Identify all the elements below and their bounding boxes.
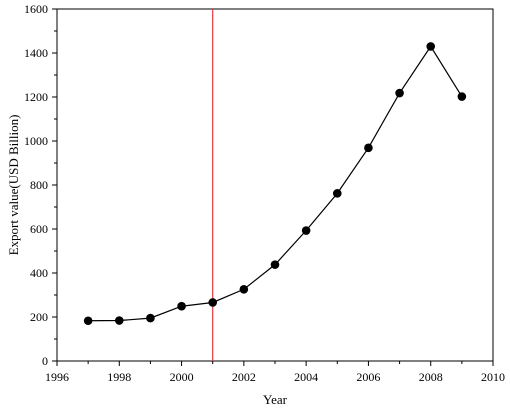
x-axis-ticks: 1996 1998 2000 2002 2004 2006 2008 2010 (45, 361, 505, 384)
y-tick-label: 1400 (24, 46, 48, 60)
data-point (301, 226, 311, 235)
y-tick-label: 1000 (24, 134, 48, 148)
data-point (364, 143, 373, 153)
data-point (270, 260, 280, 269)
x-tick-label: 2004 (294, 370, 318, 384)
x-tick-label: 2002 (232, 370, 256, 384)
y-tick-label: 200 (30, 310, 48, 324)
data-point (208, 298, 218, 307)
plot-frame (56, 8, 494, 362)
data-point (114, 316, 124, 325)
data-point (332, 189, 342, 198)
data-point (239, 284, 249, 294)
y-tick-label: 400 (30, 266, 48, 280)
data-point (146, 313, 155, 323)
x-tick-label: 2008 (419, 370, 443, 384)
series-points (83, 42, 467, 326)
data-point (457, 92, 467, 101)
data-point (395, 88, 404, 98)
x-tick-label: 2006 (356, 370, 380, 384)
x-tick-label: 1996 (45, 370, 69, 384)
data-point (177, 301, 186, 311)
plot-border (56, 8, 494, 362)
data-point (83, 316, 93, 326)
y-tick-label: 800 (30, 178, 48, 192)
y-tick-label: 1600 (24, 2, 48, 16)
x-axis-title: Year (263, 392, 288, 407)
series-line (88, 45, 463, 322)
x-tick-label: 1998 (107, 370, 131, 384)
y-tick-label: 600 (30, 222, 48, 236)
y-axis-title: Export value(USD Billion) (6, 115, 21, 256)
y-axis-ticks: 0 200 400 600 800 1000 1200 1400 1600 (24, 2, 57, 368)
y-tick-label: 1200 (24, 90, 48, 104)
x-tick-label: 2010 (481, 370, 505, 384)
x-tick-label: 2000 (170, 370, 194, 384)
y-tick-label: 0 (42, 354, 48, 368)
series-lines (88, 45, 463, 322)
data-point (426, 42, 436, 51)
